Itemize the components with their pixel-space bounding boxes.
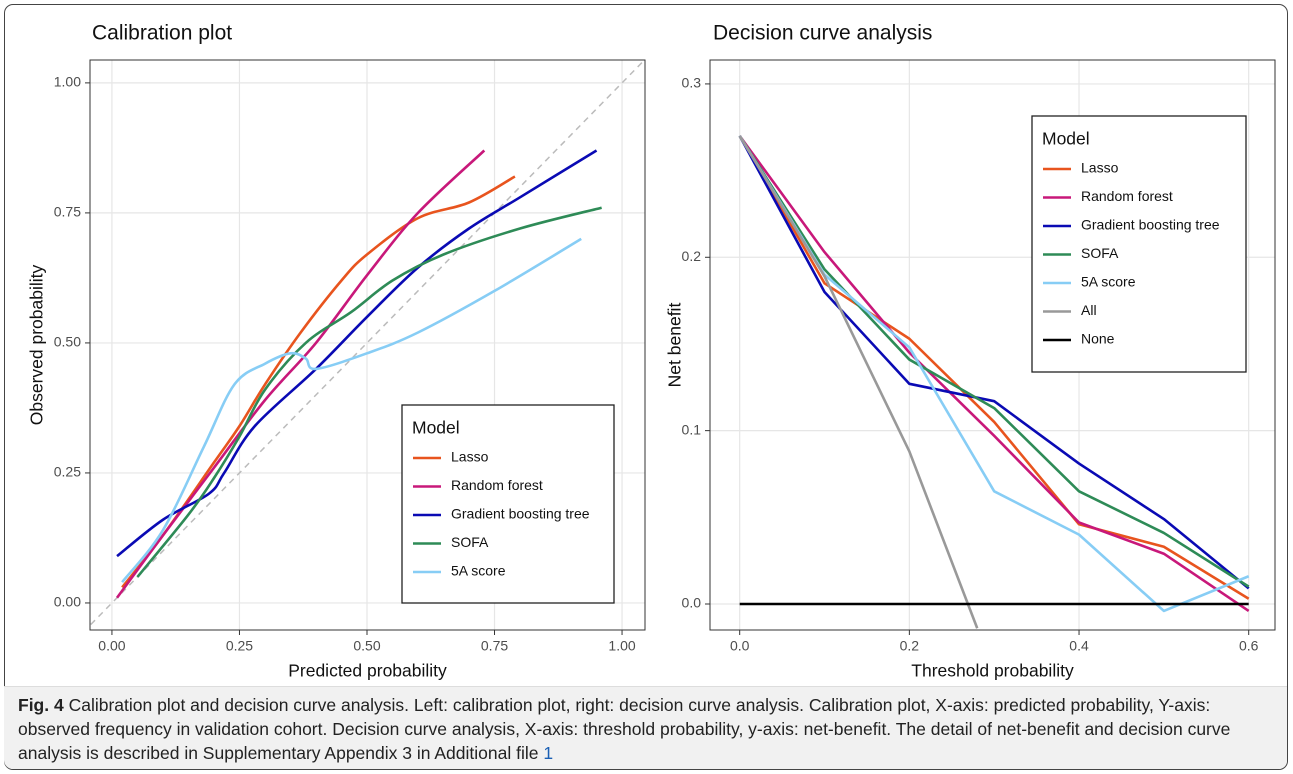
caption-label: Fig. 4 xyxy=(18,695,64,715)
x-tick-label: 0.75 xyxy=(481,638,508,654)
series-line xyxy=(136,206,602,578)
chart-title: Decision curve analysis xyxy=(713,22,932,45)
legend-label: 5A score xyxy=(1081,274,1136,290)
chart-title: Calibration plot xyxy=(92,22,232,45)
series-line xyxy=(738,135,1250,588)
figure-frame xyxy=(4,4,1288,770)
caption-text: Calibration plot and decision curve anal… xyxy=(18,695,1231,763)
legend-label: SOFA xyxy=(451,534,489,550)
x-tick-label: 0.25 xyxy=(226,638,253,654)
series-line xyxy=(121,237,582,583)
y-axis-label: Net benefit xyxy=(665,303,685,388)
y-tick-label: 0.2 xyxy=(682,248,702,264)
series-line xyxy=(738,135,1250,613)
caption: Fig. 4 Calibration plot and decision cur… xyxy=(4,686,1287,769)
x-tick-label: 0.2 xyxy=(900,638,920,654)
legend-label: Random forest xyxy=(451,477,543,493)
legend-label: Gradient boosting tree xyxy=(451,506,590,522)
x-tick-label: 0.4 xyxy=(1069,638,1089,654)
series-line xyxy=(121,175,516,589)
y-tick-label: 0.0 xyxy=(682,595,702,611)
legend-label: Random forest xyxy=(1081,188,1173,204)
plot-area xyxy=(90,60,645,627)
legend-label: 5A score xyxy=(451,563,506,579)
panel-border xyxy=(89,59,646,631)
x-axis-label: Predicted probability xyxy=(288,661,447,681)
legend-label: All xyxy=(1081,302,1097,318)
series-line xyxy=(738,135,1250,600)
legend-label: SOFA xyxy=(1081,245,1119,261)
legend-title: Model xyxy=(412,418,460,438)
legend-box xyxy=(401,404,615,604)
y-tick-label: 0.25 xyxy=(54,464,81,480)
y-tick-label: 0.00 xyxy=(54,594,81,610)
reference-line xyxy=(90,60,645,627)
panel-border xyxy=(709,59,1276,631)
plot-area xyxy=(738,135,1250,629)
y-tick-label: 0.75 xyxy=(54,204,81,220)
legend-label: Lasso xyxy=(451,449,489,465)
y-tick-label: 1.00 xyxy=(54,74,81,90)
y-axis-label: Observed probability xyxy=(27,265,47,426)
y-tick-label: 0.3 xyxy=(682,75,702,91)
legend-title: Model xyxy=(1042,129,1090,149)
x-tick-label: 1.00 xyxy=(608,638,635,654)
figure: 0.00 0.25 0.50 0.75 1.00 0.00 0.25 0.50 0.75 1.00… xyxy=(27,22,1276,681)
legend-box xyxy=(1031,115,1247,373)
x-tick-label: 0.6 xyxy=(1239,638,1259,654)
series-line xyxy=(115,149,486,599)
series-line xyxy=(116,149,598,558)
series-line xyxy=(738,135,1250,590)
y-tick-label: 0.1 xyxy=(682,421,702,437)
x-tick-label: 0.00 xyxy=(98,638,125,654)
legend-label: Lasso xyxy=(1081,160,1119,176)
series-line xyxy=(738,135,979,629)
x-tick-label: 0.0 xyxy=(730,638,750,654)
y-tick-label: 0.50 xyxy=(54,334,81,350)
legend-label: Gradient boosting tree xyxy=(1081,217,1220,233)
x-tick-label: 0.50 xyxy=(353,638,380,654)
caption-link[interactable]: 1 xyxy=(543,743,554,763)
legend-label: None xyxy=(1081,331,1115,347)
x-axis-label: Threshold probability xyxy=(911,661,1074,681)
